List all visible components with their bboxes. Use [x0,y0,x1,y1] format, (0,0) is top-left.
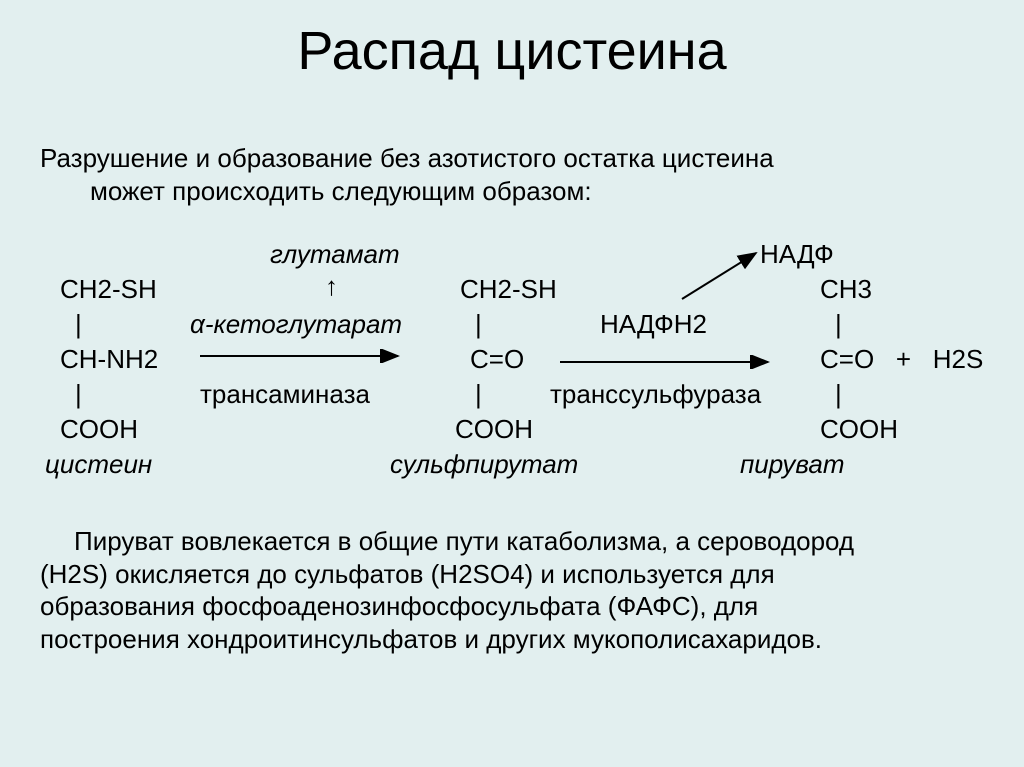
slide: Распад цистеина Разрушение и образование… [0,0,1024,767]
slide-title: Распад цистеина [40,20,984,82]
label-transsulfurase: транссульфураза [550,377,761,412]
mol1-line1: CH2-SH [60,272,157,307]
mol2-line2: | [475,307,482,342]
outro-line-1: Пируват вовлекается в общие пути катабол… [40,525,984,558]
reaction-scheme: глутамат НАДФ CH2-SH ↑ CH2-SH CH3 | α-ке… [40,237,984,497]
mol3-line1: CH3 [820,272,872,307]
intro-block: Разрушение и образование без азотистого … [40,142,984,207]
label-transaminase: трансаминаза [200,377,370,412]
intro-line-2: может происходить следующим образом: [90,175,984,208]
mol3-line5: COOH [820,412,898,447]
mol2-line3: C=O [470,342,524,377]
mol1-name: цистеин [45,447,152,482]
label-nadp: НАДФ [760,237,834,272]
intro-line-1: Разрушение и образование без азотистого … [40,142,984,175]
outro-block: Пируват вовлекается в общие пути катабол… [40,525,984,655]
mol2-line1: CH2-SH [460,272,557,307]
mol1-line4: | [75,377,82,412]
mol1-line5: COOH [60,412,138,447]
arrow-transsulfurase-icon [560,355,780,369]
mol3-line3: C=O + H2S [820,342,983,377]
mol3-line4: | [835,377,842,412]
outro-line-4: построения хондроитинсульфатов и других … [40,623,984,656]
outro-line-3: образования фосфоаденозинфосфосульфата (… [40,590,984,623]
outro-line-2: (H2S) окисляется до сульфатов (H2SO4) и … [40,558,984,591]
mol3-line2: | [835,307,842,342]
mol2-line4: | [475,377,482,412]
label-nadph2: НАДФH2 [600,307,707,342]
label-glutamate: глутамат [270,237,400,272]
mol2-name: сульфпирутат [390,447,578,482]
label-a-ketoglutarate: α-кетоглутарат [190,307,402,342]
up-arrow-icon: ↑ [325,269,338,304]
mol1-line2: | [75,307,82,342]
mol1-line3: CH-NH2 [60,342,158,377]
arrow-transaminase-icon [200,349,410,363]
mol3-name: пируват [740,447,844,482]
mol2-line5: COOH [455,412,533,447]
